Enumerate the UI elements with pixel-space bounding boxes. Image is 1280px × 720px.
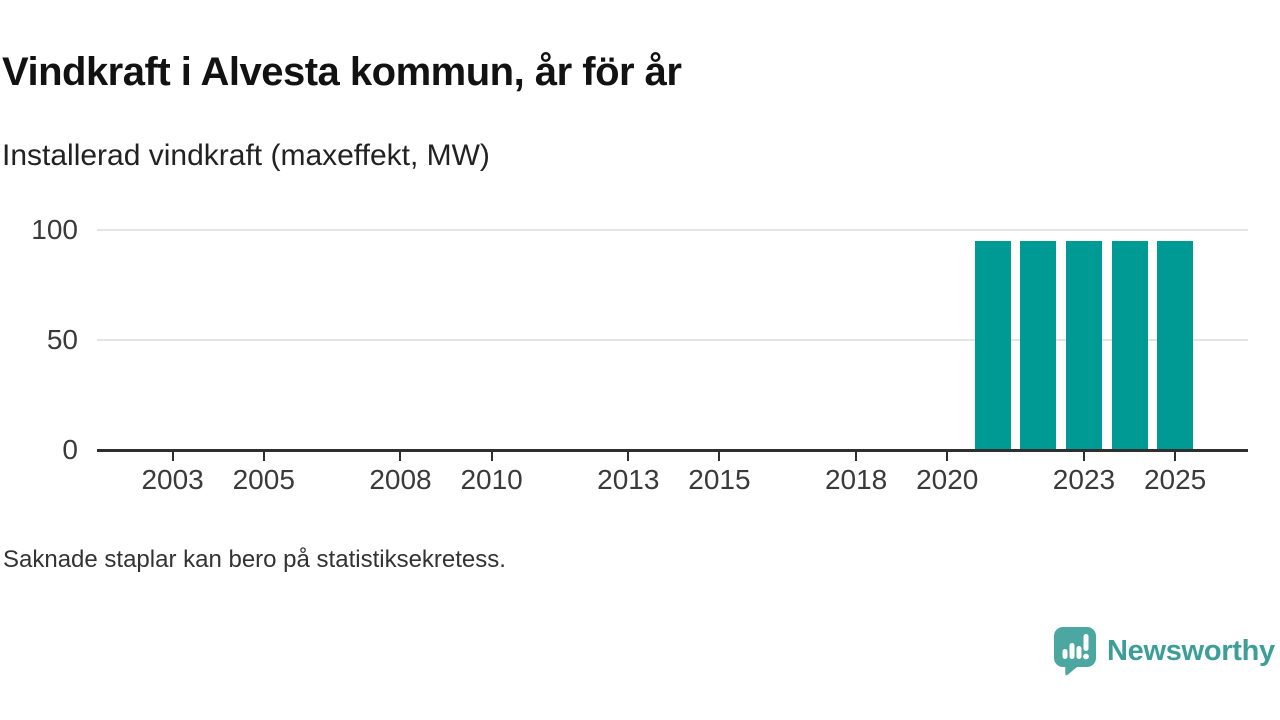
x-axis-tick-label: 2003 (141, 464, 204, 495)
bar-2024 (1111, 241, 1148, 450)
x-axis-tick (262, 452, 265, 461)
x-axis-line (97, 449, 1248, 452)
y-gridline (97, 229, 1248, 231)
y-axis-tick-label: 0 (62, 434, 78, 465)
x-axis-tick (490, 452, 493, 461)
x-axis-tick (171, 452, 174, 461)
x-axis-tick (399, 452, 402, 461)
x-axis-tick (718, 452, 721, 461)
x-axis-tick-label: 2020 (916, 464, 979, 495)
newsworthy-wordmark: Newsworthy (1107, 634, 1275, 667)
bar-2022 (1020, 241, 1057, 450)
y-axis-tick-label: 50 (46, 324, 78, 355)
bar-2021 (974, 241, 1011, 450)
x-axis-tick (855, 452, 858, 461)
x-axis-tick (627, 452, 630, 461)
x-axis-tick-label: 2015 (688, 464, 751, 495)
x-axis-tick (946, 452, 949, 461)
x-axis-tick-label: 2018 (824, 464, 888, 495)
newsworthy-logo: Newsworthy (1052, 626, 1275, 676)
newsworthy-logo-icon (1054, 627, 1096, 676)
x-axis-tick-label: 2013 (597, 464, 660, 495)
bar-2023 (1065, 241, 1102, 450)
x-axis-tick-label: 2008 (369, 464, 432, 495)
footnote: Saknade staplar kan bero på statistiksek… (3, 546, 506, 573)
y-axis-tick-label: 100 (31, 214, 78, 245)
x-axis-tick-label: 2025 (1143, 464, 1207, 495)
bar-2025 (1157, 241, 1194, 450)
x-axis-tick-label: 2010 (460, 464, 523, 495)
x-axis-tick-label: 2023 (1052, 464, 1116, 495)
y-gridline (97, 339, 1248, 341)
chart-title: Vindkraft i Alvesta kommun, år för år (2, 50, 682, 94)
x-axis-tick (1174, 452, 1177, 461)
chart-subtitle: Installerad vindkraft (maxeffekt, MW) (2, 139, 490, 172)
x-axis-tick-label: 2005 (232, 464, 295, 495)
x-axis-tick (1082, 452, 1085, 461)
